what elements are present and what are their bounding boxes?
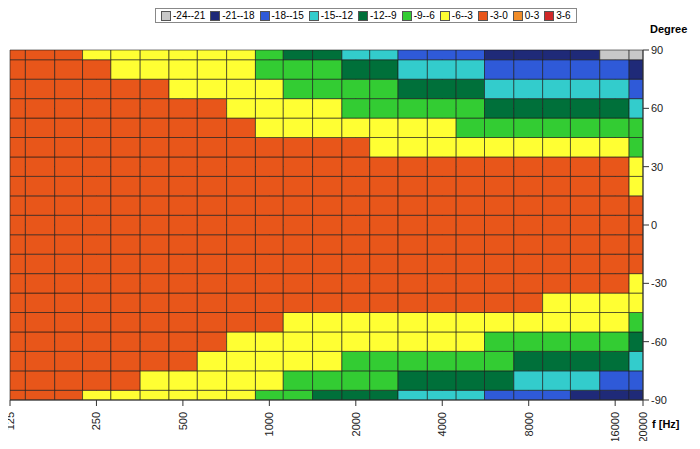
svg-text:4000: 4000: [436, 412, 448, 436]
svg-text:2000: 2000: [350, 412, 362, 436]
html-text:-3-0: -3-0: [489, 10, 508, 21]
html-text:-24--21: -24--21: [173, 10, 206, 21]
html-text:-18--15: -18--15: [271, 10, 304, 21]
svg-text:20000: 20000: [637, 412, 649, 441]
svg-text:250: 250: [90, 412, 102, 430]
html-text:f [Hz]: f [Hz]: [652, 418, 680, 430]
svg-text:125: 125: [8, 412, 16, 430]
svg-text:16000: 16000: [609, 412, 621, 441]
svg-text:-30: -30: [651, 277, 667, 289]
html-text:-21--18: -21--18: [222, 10, 255, 21]
svg-text:-90: -90: [651, 394, 667, 406]
svg-text:0: 0: [651, 219, 657, 231]
html-text:-15--12: -15--12: [320, 10, 353, 21]
svg-text:30: 30: [651, 161, 663, 173]
html-text:0-3: 0-3: [524, 10, 540, 21]
svg-text:-60: -60: [651, 336, 667, 348]
svg-text:500: 500: [177, 412, 189, 430]
html-text:Degree: Degree: [650, 23, 688, 35]
html-text:-9--6: -9--6: [413, 10, 435, 21]
html-text:-12--9: -12--9: [370, 10, 397, 21]
svg-text:1000: 1000: [263, 412, 275, 436]
svg-text:90: 90: [651, 44, 663, 56]
svg-text:60: 60: [651, 102, 663, 114]
svg-text:8000: 8000: [523, 412, 535, 436]
html-text:-6--3: -6--3: [451, 10, 473, 21]
html-text:3-6: 3-6: [556, 10, 571, 21]
